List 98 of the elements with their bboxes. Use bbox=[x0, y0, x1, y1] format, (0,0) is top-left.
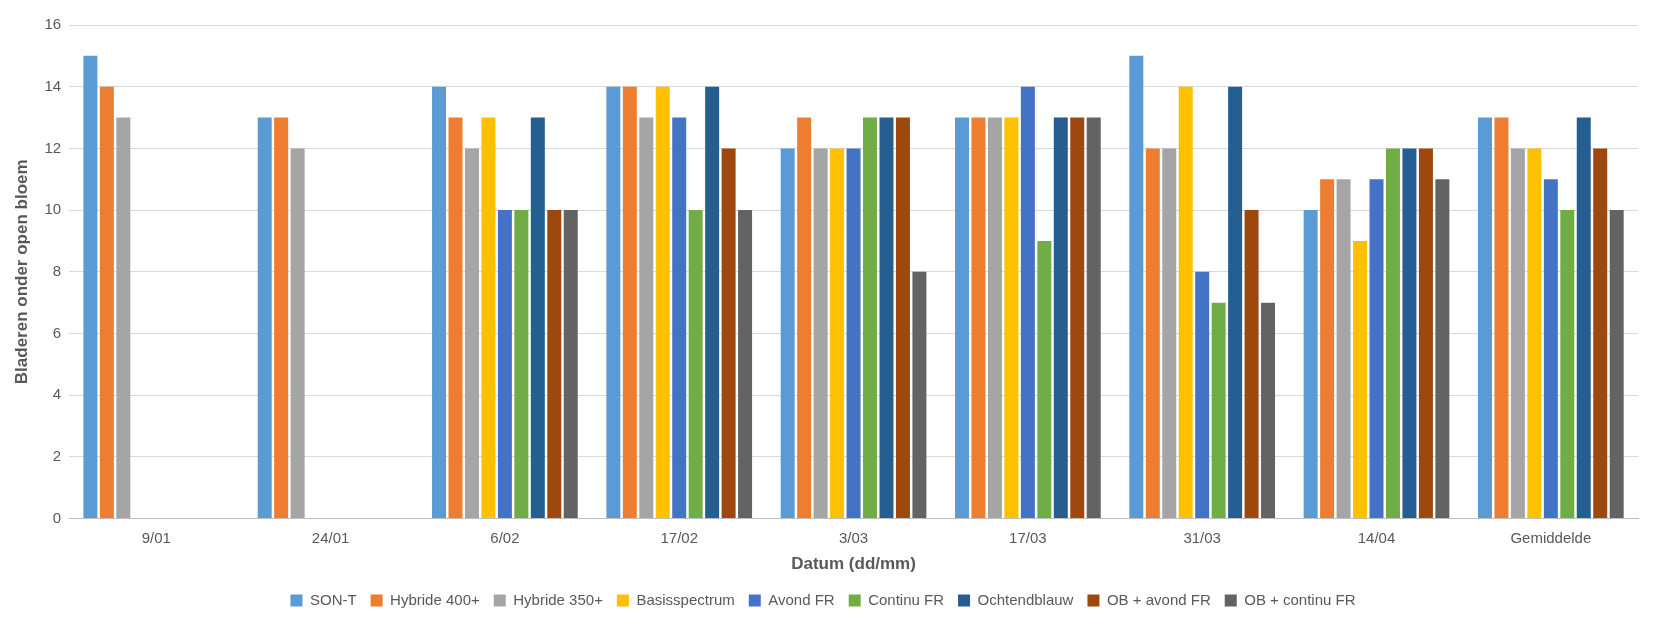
bar bbox=[705, 86, 720, 519]
bar bbox=[879, 117, 894, 519]
bar bbox=[497, 210, 512, 519]
bar bbox=[1385, 148, 1400, 519]
bar bbox=[1435, 179, 1450, 519]
bar bbox=[1477, 117, 1492, 519]
bar bbox=[655, 86, 670, 519]
bar bbox=[846, 148, 861, 519]
y-tick-label: 6 bbox=[52, 323, 62, 341]
bar bbox=[1211, 302, 1226, 519]
bar bbox=[1576, 117, 1591, 519]
bar bbox=[1244, 210, 1259, 519]
bar bbox=[1320, 179, 1335, 519]
legend-label: OB + avond FR bbox=[1106, 590, 1211, 608]
bar bbox=[1609, 210, 1624, 519]
bar bbox=[1178, 86, 1193, 519]
bar bbox=[1593, 148, 1608, 519]
bar bbox=[530, 117, 545, 519]
bar bbox=[99, 86, 114, 519]
bar bbox=[116, 117, 131, 519]
bar bbox=[83, 55, 98, 519]
bar bbox=[1261, 302, 1276, 519]
x-tick-label: 17/03 bbox=[1009, 528, 1047, 546]
bar bbox=[274, 117, 289, 519]
bar bbox=[813, 148, 828, 519]
bar bbox=[672, 117, 687, 519]
bar bbox=[971, 117, 986, 519]
bar bbox=[738, 210, 753, 519]
y-tick-label: 16 bbox=[44, 15, 62, 33]
bar bbox=[797, 117, 812, 519]
bar bbox=[1560, 210, 1575, 519]
bar bbox=[1020, 86, 1035, 519]
legend-label: Avond FR bbox=[768, 590, 835, 608]
bar bbox=[1228, 86, 1243, 519]
bar bbox=[830, 148, 845, 519]
x-tick-label: 31/03 bbox=[1183, 528, 1221, 546]
bar bbox=[1086, 117, 1101, 519]
bar bbox=[448, 117, 463, 519]
legend-label: Continu FR bbox=[868, 590, 945, 608]
x-axis-title: Datum (dd/mm) bbox=[791, 554, 916, 574]
bar bbox=[955, 117, 970, 519]
y-tick-label: 14 bbox=[44, 76, 62, 94]
bar bbox=[863, 117, 877, 519]
bar bbox=[1353, 240, 1368, 519]
y-tick-label: 12 bbox=[44, 138, 62, 156]
y-axis-title: Bladeren onder open bloem bbox=[11, 159, 31, 385]
x-tick-label: 17/02 bbox=[660, 528, 698, 546]
legend-label: SON-T bbox=[309, 590, 357, 608]
x-tick-label: 14/04 bbox=[1357, 528, 1396, 546]
bar bbox=[1336, 179, 1351, 519]
bar bbox=[290, 148, 305, 519]
y-tick-label: 10 bbox=[44, 200, 62, 218]
bar bbox=[1494, 117, 1509, 519]
legend-label: OB + continu FR bbox=[1244, 590, 1356, 608]
bar bbox=[780, 148, 795, 519]
bar bbox=[481, 117, 496, 519]
bar bbox=[1037, 240, 1052, 519]
x-tick-label: Gemiddelde bbox=[1510, 528, 1592, 546]
bar bbox=[547, 210, 562, 519]
bar bbox=[895, 117, 910, 519]
bar bbox=[688, 210, 703, 519]
bar bbox=[1195, 271, 1210, 519]
x-tick-label: 3/03 bbox=[838, 528, 869, 546]
bar bbox=[1303, 210, 1318, 519]
bar bbox=[987, 117, 1002, 519]
bar bbox=[721, 148, 736, 519]
bar bbox=[1004, 117, 1019, 519]
x-tick-label: 24/01 bbox=[311, 528, 350, 546]
bar bbox=[1543, 179, 1558, 519]
legend-label: Hybride 350+ bbox=[513, 590, 604, 608]
bar bbox=[1418, 148, 1433, 519]
legend-label: Hybride 400+ bbox=[390, 590, 480, 608]
bar bbox=[1070, 117, 1085, 519]
bar bbox=[1369, 179, 1384, 519]
bar bbox=[563, 210, 578, 519]
y-tick-label: 8 bbox=[52, 261, 62, 279]
bar bbox=[912, 271, 927, 519]
bar bbox=[1510, 148, 1525, 519]
bar bbox=[257, 117, 272, 519]
bar bbox=[1527, 148, 1542, 519]
bar bbox=[606, 86, 621, 519]
bar bbox=[432, 86, 447, 519]
bar bbox=[464, 148, 479, 519]
y-tick-label: 4 bbox=[52, 385, 62, 403]
bar bbox=[1129, 55, 1144, 519]
x-tick-label: 6/02 bbox=[490, 528, 520, 546]
y-tick-label: 0 bbox=[52, 508, 62, 526]
bar bbox=[514, 210, 529, 519]
bar bbox=[1053, 117, 1068, 519]
bar bbox=[1162, 148, 1177, 519]
y-tick-label: 2 bbox=[52, 447, 62, 465]
bar bbox=[639, 117, 654, 519]
x-tick-label: 9/01 bbox=[141, 528, 171, 546]
bar bbox=[1145, 148, 1160, 519]
bar bbox=[1402, 148, 1417, 519]
legend-label: Ochtendblauw bbox=[977, 590, 1074, 608]
legend-label: Basisspectrum bbox=[636, 590, 735, 608]
bar bbox=[622, 86, 637, 519]
